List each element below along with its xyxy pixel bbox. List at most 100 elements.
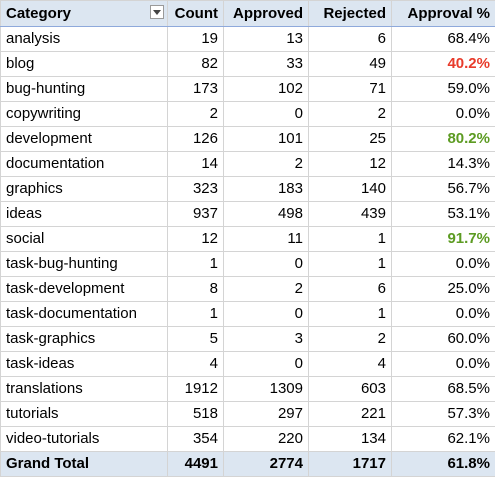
approved-cell[interactable]: 33 — [224, 52, 309, 77]
approved-cell[interactable]: 1309 — [224, 377, 309, 402]
rejected-cell[interactable]: 49 — [309, 52, 392, 77]
approved-header: Approved — [224, 1, 309, 27]
approved-cell[interactable]: 220 — [224, 427, 309, 452]
rejected-cell[interactable]: 603 — [309, 377, 392, 402]
approved-cell[interactable]: 11 — [224, 227, 309, 252]
category-cell[interactable]: development — [1, 127, 168, 152]
category-cell[interactable]: translations — [1, 377, 168, 402]
approved-cell[interactable]: 101 — [224, 127, 309, 152]
approved-cell[interactable]: 183 — [224, 177, 309, 202]
approval-pct-cell[interactable]: 25.0% — [392, 277, 495, 302]
approval-pct-cell[interactable]: 68.4% — [392, 27, 495, 52]
rejected-cell[interactable]: 134 — [309, 427, 392, 452]
approved-cell[interactable]: 2 — [224, 277, 309, 302]
category-cell[interactable]: graphics — [1, 177, 168, 202]
rejected-cell[interactable]: 25 — [309, 127, 392, 152]
rejected-cell[interactable]: 1 — [309, 302, 392, 327]
approval-pct-cell[interactable]: 80.2% — [392, 127, 495, 152]
approved-cell[interactable]: 498 — [224, 202, 309, 227]
approval-pct-cell[interactable]: 57.3% — [392, 402, 495, 427]
approval-pct-cell[interactable]: 0.0% — [392, 302, 495, 327]
count-cell[interactable]: 4 — [168, 352, 224, 377]
count-cell[interactable]: 937 — [168, 202, 224, 227]
count-cell[interactable]: 1912 — [168, 377, 224, 402]
filter-dropdown-button[interactable] — [150, 5, 164, 19]
category-cell[interactable]: bug-hunting — [1, 77, 168, 102]
count-cell[interactable]: 19 — [168, 27, 224, 52]
approval-pct-cell[interactable]: 0.0% — [392, 352, 495, 377]
category-cell[interactable]: task-bug-hunting — [1, 252, 168, 277]
count-cell[interactable]: 173 — [168, 77, 224, 102]
count-cell[interactable]: 354 — [168, 427, 224, 452]
category-cell[interactable]: social — [1, 227, 168, 252]
category-cell[interactable]: task-development — [1, 277, 168, 302]
category-cell[interactable]: documentation — [1, 152, 168, 177]
category-cell[interactable]: blog — [1, 52, 168, 77]
rejected-cell[interactable]: 439 — [309, 202, 392, 227]
count-cell[interactable]: 323 — [168, 177, 224, 202]
approval-pct-cell[interactable]: 68.5% — [392, 377, 495, 402]
rejected-cell[interactable]: 1 — [309, 227, 392, 252]
rejected-cell[interactable]: 140 — [309, 177, 392, 202]
count-cell[interactable]: 12 — [168, 227, 224, 252]
count-cell[interactable]: 82 — [168, 52, 224, 77]
approved-cell[interactable]: 297 — [224, 402, 309, 427]
category-cell[interactable]: copywriting — [1, 102, 168, 127]
category-cell[interactable]: task-documentation — [1, 302, 168, 327]
category-cell[interactable]: video-tutorials — [1, 427, 168, 452]
approval-pct-cell[interactable]: 40.2% — [392, 52, 495, 77]
category-cell[interactable]: ideas — [1, 202, 168, 227]
approved-cell[interactable]: 0 — [224, 352, 309, 377]
grand-total-approved[interactable]: 2774 — [224, 452, 309, 477]
approved-cell[interactable]: 2 — [224, 152, 309, 177]
count-cell[interactable]: 126 — [168, 127, 224, 152]
approval-pct-cell[interactable]: 14.3% — [392, 152, 495, 177]
count-cell[interactable]: 2 — [168, 102, 224, 127]
rejected-cell[interactable]: 4 — [309, 352, 392, 377]
rejected-cell[interactable]: 6 — [309, 27, 392, 52]
category-cell[interactable]: task-graphics — [1, 327, 168, 352]
approval-pct-cell[interactable]: 53.1% — [392, 202, 495, 227]
count-cell[interactable]: 1 — [168, 302, 224, 327]
approval-pct-cell[interactable]: 91.7% — [392, 227, 495, 252]
approved-cell[interactable]: 0 — [224, 302, 309, 327]
count-cell[interactable]: 518 — [168, 402, 224, 427]
approved-cell[interactable]: 3 — [224, 327, 309, 352]
category-cell[interactable]: analysis — [1, 27, 168, 52]
rejected-cell[interactable]: 71 — [309, 77, 392, 102]
approval-pct-cell[interactable]: 56.7% — [392, 177, 495, 202]
count-cell[interactable]: 5 — [168, 327, 224, 352]
rejected-cell[interactable]: 2 — [309, 327, 392, 352]
category-cell[interactable]: tutorials — [1, 402, 168, 427]
approved-cell[interactable]: 13 — [224, 27, 309, 52]
approval-pct-cell[interactable]: 62.1% — [392, 427, 495, 452]
approval-pct-cell[interactable]: 59.0% — [392, 77, 495, 102]
rejected-cell[interactable]: 6 — [309, 277, 392, 302]
rejected-cell[interactable]: 221 — [309, 402, 392, 427]
approval-pct-cell[interactable]: 0.0% — [392, 102, 495, 127]
approved-cell[interactable]: 0 — [224, 252, 309, 277]
grand-total-rejected[interactable]: 1717 — [309, 452, 392, 477]
rejected-cell[interactable]: 2 — [309, 102, 392, 127]
grand-total-label[interactable]: Grand Total — [1, 452, 168, 477]
grand-total-count[interactable]: 4491 — [168, 452, 224, 477]
count-cell[interactable]: 1 — [168, 252, 224, 277]
rejected-cell[interactable]: 12 — [309, 152, 392, 177]
approval-pct-cell[interactable]: 0.0% — [392, 252, 495, 277]
count-cell[interactable]: 14 — [168, 152, 224, 177]
approval-pct-header: Approval % — [392, 1, 495, 27]
count-cell[interactable]: 8 — [168, 277, 224, 302]
rejected-cell[interactable]: 1 — [309, 252, 392, 277]
approved-cell[interactable]: 102 — [224, 77, 309, 102]
approved-cell[interactable]: 0 — [224, 102, 309, 127]
grand-total-approval-pct[interactable]: 61.8% — [392, 452, 495, 477]
approval-pct-cell[interactable]: 60.0% — [392, 327, 495, 352]
category-cell[interactable]: task-ideas — [1, 352, 168, 377]
